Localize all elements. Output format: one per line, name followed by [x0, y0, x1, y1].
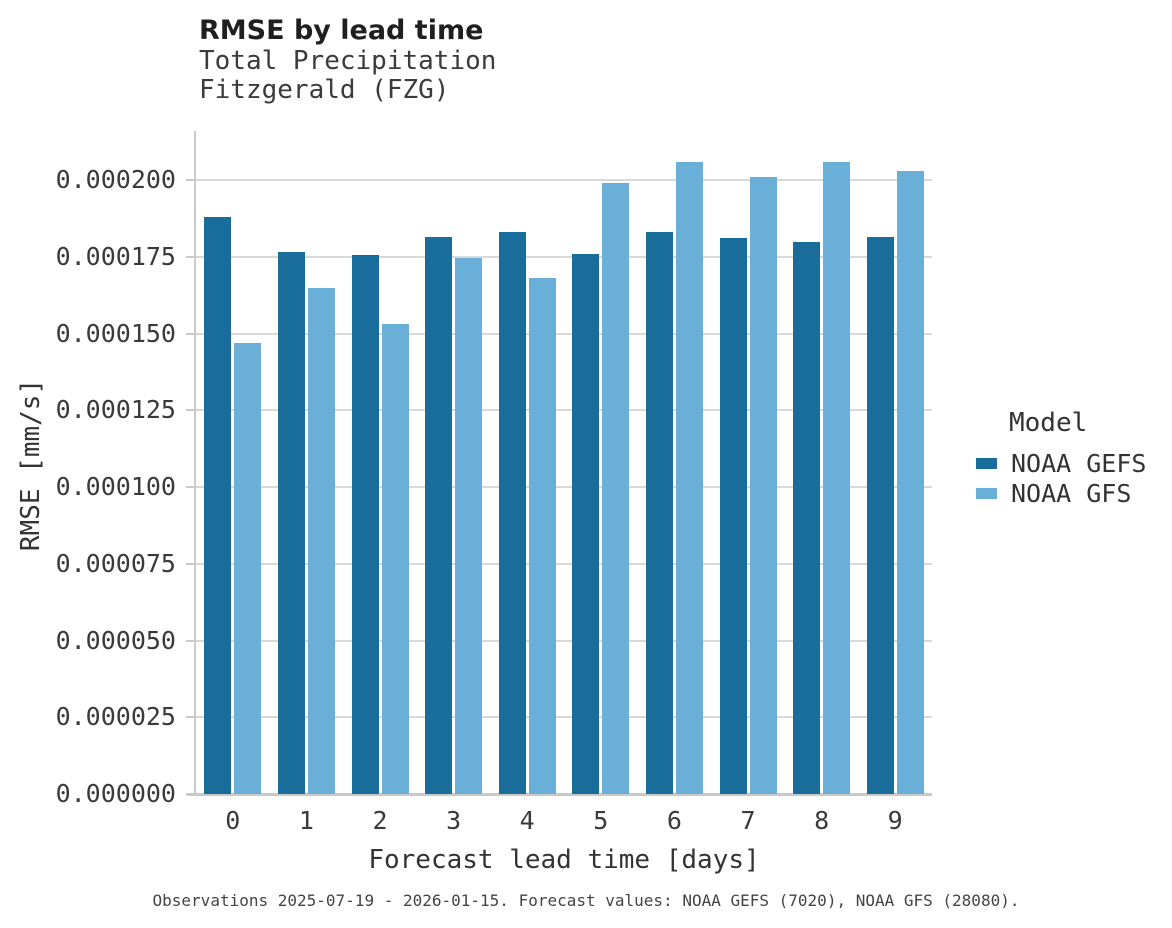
bar-noaa-gefs-lead-5	[572, 253, 600, 794]
y-tick-label: 0.000125	[55, 395, 176, 425]
bar-noaa-gfs-lead-1	[307, 287, 335, 794]
gridline	[196, 409, 932, 412]
legend-title: Model	[1009, 408, 1088, 438]
x-axis-line	[187, 793, 932, 796]
bar-noaa-gefs-lead-7	[719, 238, 747, 794]
title-block: RMSE by lead time Total Precipitation Fi…	[199, 14, 496, 105]
y-tick-label: 0.000025	[55, 702, 176, 732]
x-tick-label: 1	[298, 806, 314, 835]
y-tick-label: 0.000050	[55, 625, 176, 655]
gridline	[196, 639, 932, 642]
x-tick-label: 9	[887, 806, 903, 835]
y-tick-label: 0.000175	[55, 241, 176, 271]
y-tick-mark	[186, 716, 194, 719]
bar-noaa-gefs-lead-2	[351, 255, 379, 794]
x-tick-labels: 0 1 2 3 4 5 6 7 8 9	[196, 806, 932, 836]
gridline	[196, 486, 932, 489]
bar-noaa-gfs-lead-5	[602, 183, 630, 794]
bar-noaa-gfs-lead-7	[749, 177, 777, 794]
gridline	[196, 332, 932, 335]
chart-subtitle-station: Fitzgerald (FZG)	[199, 75, 450, 105]
bar-noaa-gfs-lead-4	[528, 278, 556, 794]
gridline	[196, 255, 932, 258]
bar-noaa-gefs-lead-1	[277, 252, 305, 794]
legend: Model NOAA GEFS NOAA GFS	[976, 408, 1172, 508]
y-tick-mark	[186, 793, 194, 795]
bar-noaa-gfs-lead-9	[896, 170, 924, 794]
bar-noaa-gefs-lead-4	[498, 232, 526, 794]
y-tick-label: 0.000150	[55, 318, 176, 348]
gridline	[196, 179, 932, 182]
chart-subtitle-variable: Total Precipitation	[199, 46, 497, 76]
y-tick-mark	[186, 486, 194, 489]
x-tick-label: 0	[225, 806, 241, 835]
x-tick-label: 3	[446, 806, 462, 835]
y-tick-mark	[186, 562, 194, 565]
x-tick-label: 7	[740, 806, 756, 835]
bar-noaa-gefs-lead-9	[866, 236, 894, 794]
legend-items: NOAA GEFS NOAA GFS	[976, 448, 1172, 508]
legend-item-noaa-gefs: NOAA GEFS	[976, 448, 1172, 478]
y-tick-label: 0.000075	[55, 548, 176, 578]
x-tick-label: 2	[372, 806, 388, 835]
y-tick-mark	[186, 255, 194, 258]
x-axis-title: Forecast lead time [days]	[368, 845, 760, 875]
bar-noaa-gefs-lead-3	[425, 236, 453, 794]
x-tick-label: 5	[593, 806, 609, 835]
legend-label: NOAA GFS	[1011, 478, 1132, 508]
bar-noaa-gfs-lead-8	[823, 161, 851, 794]
y-tick-label: 0.000200	[55, 165, 176, 195]
caption: Observations 2025-07-19 - 2026-01-15. Fo…	[152, 891, 1020, 910]
bar-noaa-gfs-lead-3	[455, 258, 483, 794]
bar-noaa-gfs-lead-2	[381, 324, 409, 794]
legend-swatch	[976, 457, 997, 469]
chart-title: RMSE by lead time	[199, 15, 484, 46]
x-tick-label: 8	[814, 806, 830, 835]
y-tick-label: 0.000100	[55, 472, 176, 502]
y-tick-mark	[186, 639, 194, 642]
y-tick-mark	[186, 179, 194, 182]
bar-noaa-gefs-lead-6	[645, 232, 673, 794]
bar-noaa-gfs-lead-6	[675, 161, 703, 794]
gridline	[196, 562, 932, 565]
legend-item-noaa-gfs: NOAA GFS	[976, 478, 1172, 508]
x-tick-label: 4	[519, 806, 535, 835]
legend-swatch	[976, 487, 997, 499]
legend-label: NOAA GEFS	[1011, 448, 1147, 478]
y-tick-label: 0.000000	[55, 779, 176, 808]
x-tick-label: 6	[666, 806, 682, 835]
y-tick-mark	[186, 332, 194, 335]
plot-area: 0.000000 0.000025 0.000050 0.000075 0.000100…	[56, 131, 932, 808]
y-tick-mark	[186, 409, 194, 412]
bar-noaa-gefs-lead-0	[204, 216, 232, 794]
bar-noaa-gfs-lead-0	[234, 342, 262, 794]
bar-noaa-gefs-lead-8	[793, 241, 821, 794]
gridline	[196, 716, 932, 719]
